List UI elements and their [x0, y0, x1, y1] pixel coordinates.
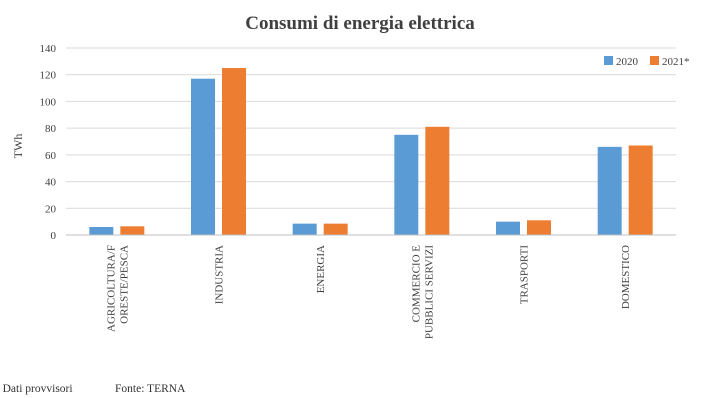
x-axis-ticks: AGRICOLTURA/F ORESTE/PESCA INDUSTRIA ENERGI…: [105, 245, 632, 339]
gridlines: [66, 47, 676, 209]
bar-2021-4: [425, 126, 450, 235]
legend-swatch: [650, 56, 659, 65]
bars: [89, 68, 653, 236]
legend: 2020 2021*: [604, 56, 690, 68]
chart-title: Consumi di energia elettrica: [245, 13, 475, 34]
footnote-provisional: * Dati provvisori: [0, 383, 73, 395]
x-tick-label: INDUSTRIA: [214, 245, 226, 304]
y-tick-label: 140: [40, 43, 57, 55]
bar-2021-2: [222, 68, 246, 236]
bar-2020-4: [394, 134, 419, 235]
bar-2020-6: [597, 146, 622, 235]
x-tick-label: ENERGIA: [315, 245, 327, 293]
x-tick-label: TRASPORTI: [519, 245, 531, 305]
y-tick-label: 0: [51, 230, 57, 242]
y-axis-ticks: 0 20 40 60 80 100 120 140: [40, 43, 57, 242]
y-tick-label: 120: [40, 70, 57, 82]
x-tick-label: AGRICOLTURA/F: [105, 245, 117, 332]
y-tick-label: 20: [45, 203, 57, 215]
y-tick-label: 40: [45, 177, 57, 189]
y-tick-label: 100: [40, 96, 57, 108]
y-tick-label: 60: [45, 150, 57, 162]
x-tick-label: COMMERCIO E: [410, 245, 422, 323]
bar-2021-6: [628, 145, 653, 235]
bar-2020-3: [292, 223, 317, 235]
x-tick-label: ORESTE/PESCA: [118, 245, 130, 324]
y-tick-label: 80: [45, 123, 57, 135]
x-tick-label: DOMESTICO: [620, 245, 632, 309]
bar-2020-2: [191, 78, 215, 235]
footnote-source: Fonte: TERNA: [115, 383, 186, 395]
y-axis-label: TWh: [11, 134, 25, 159]
bar-2020-5: [496, 221, 520, 235]
legend-swatch: [604, 56, 613, 65]
bar-2021-3: [323, 223, 348, 235]
bar-2020-1: [89, 226, 114, 235]
legend-label: 2021*: [662, 56, 690, 68]
x-tick-label: PUBBLICI SERVIZI: [423, 245, 435, 339]
bar-2021-1: [120, 226, 145, 235]
bar-2021-5: [527, 220, 551, 235]
legend-label: 2020: [616, 56, 639, 68]
